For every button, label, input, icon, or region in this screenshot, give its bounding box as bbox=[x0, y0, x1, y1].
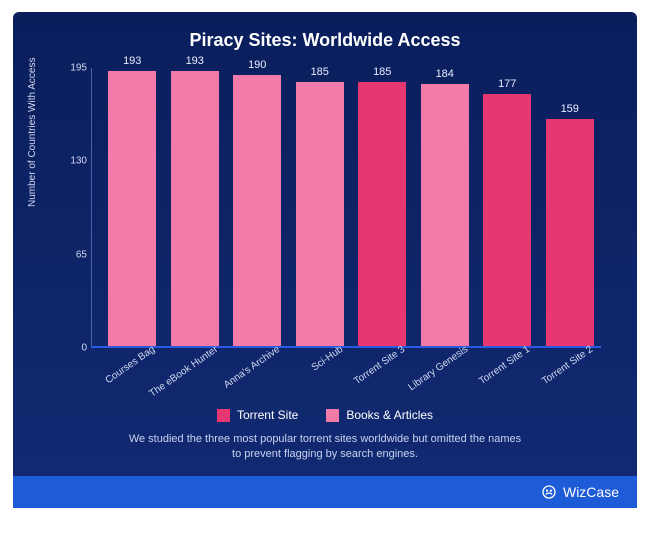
footer-bar: WizCase bbox=[13, 476, 637, 508]
wizcase-icon bbox=[541, 484, 557, 500]
bar-wrap: 159Torrent Site 2 bbox=[546, 119, 594, 346]
bar bbox=[108, 71, 156, 346]
bar bbox=[546, 119, 594, 346]
bar-value-label: 184 bbox=[421, 68, 469, 80]
bar-value-label: 193 bbox=[171, 55, 219, 67]
y-tick: 195 bbox=[63, 63, 87, 74]
y-tick: 0 bbox=[63, 343, 87, 354]
bar-wrap: 193Courses Bag bbox=[108, 71, 156, 346]
legend-item: Books & Articles bbox=[326, 408, 433, 422]
chart-title: Piracy Sites: Worldwide Access bbox=[13, 12, 637, 51]
bar-value-label: 193 bbox=[108, 55, 156, 67]
chart-caption: We studied the three most popular torren… bbox=[13, 432, 637, 463]
bar-wrap: 185Torrent Site 3 bbox=[358, 82, 406, 346]
legend-item: Torrent Site bbox=[217, 408, 298, 422]
bar-value-label: 159 bbox=[546, 103, 594, 115]
caption-line-1: We studied the three most popular torren… bbox=[129, 433, 521, 445]
bars-container: 193Courses Bag 193The eBook Hunter 190Anna… bbox=[101, 68, 601, 346]
legend-label: Books & Articles bbox=[346, 408, 433, 422]
bar bbox=[483, 94, 531, 346]
caption-line-2: to prevent flagging by search engines. bbox=[232, 448, 418, 460]
y-axis-line bbox=[91, 68, 92, 348]
legend-swatch bbox=[217, 409, 230, 422]
footer-brand: WizCase bbox=[563, 484, 619, 500]
bar-wrap: 193The eBook Hunter bbox=[171, 71, 219, 346]
bar-wrap: 184Library Genesis bbox=[421, 84, 469, 346]
y-tick: 130 bbox=[63, 156, 87, 167]
bar-wrap: 185Sci-Hub bbox=[296, 82, 344, 346]
legend-label: Torrent Site bbox=[237, 408, 298, 422]
bar-value-label: 190 bbox=[233, 59, 281, 71]
bar bbox=[358, 82, 406, 346]
bar bbox=[421, 84, 469, 346]
bar-value-label: 185 bbox=[358, 66, 406, 78]
plot-area: 193Courses Bag 193The eBook Hunter 190Anna… bbox=[91, 68, 601, 348]
y-axis-label: Number of Countries With Access bbox=[27, 58, 38, 208]
bar-wrap: 190Anna's Archive bbox=[233, 75, 281, 346]
bar bbox=[171, 71, 219, 346]
bar-value-label: 185 bbox=[296, 66, 344, 78]
bar bbox=[233, 75, 281, 346]
chart-card: Piracy Sites: Worldwide Access Number of… bbox=[13, 12, 637, 508]
bar-wrap: 177Torrent Site 1 bbox=[483, 94, 531, 346]
legend: Torrent Site Books & Articles bbox=[13, 408, 637, 422]
bar-value-label: 177 bbox=[483, 78, 531, 90]
legend-swatch bbox=[326, 409, 339, 422]
bar bbox=[296, 82, 344, 346]
y-tick: 65 bbox=[63, 249, 87, 260]
